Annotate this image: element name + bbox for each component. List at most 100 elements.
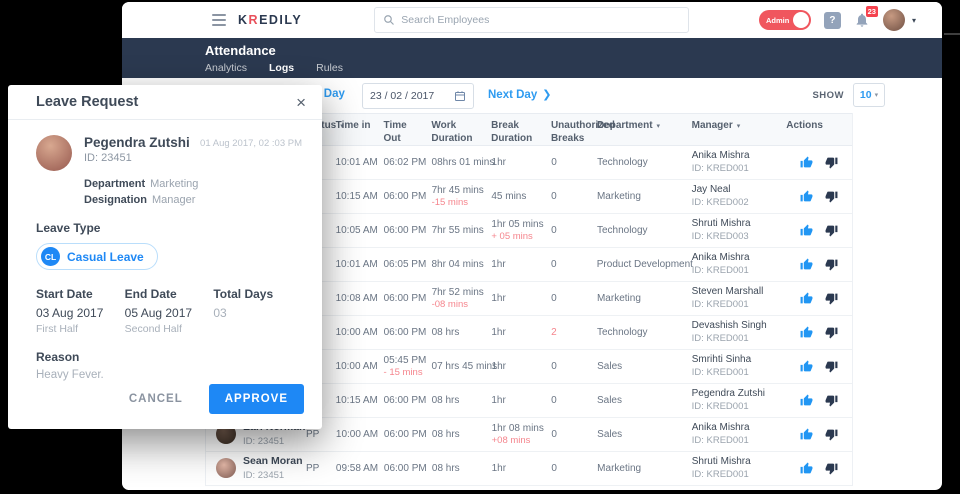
- notifications-button[interactable]: 23: [854, 6, 878, 28]
- hamburger-menu-icon[interactable]: [212, 14, 226, 26]
- thumbs-up-icon[interactable]: [800, 462, 813, 475]
- time-out-cell: 05:45 PM - 15 mins: [383, 354, 427, 378]
- break-duration-cell: 1hr: [491, 293, 506, 304]
- thumbs-down-icon[interactable]: [825, 258, 838, 271]
- unauthorized-breaks-cell: 0: [551, 463, 557, 474]
- unauthorized-breaks-cell: 0: [551, 361, 557, 372]
- calendar-icon[interactable]: [454, 90, 466, 102]
- actions-cell: [786, 462, 852, 475]
- work-duration-cell: 07 hrs 45 mins: [431, 361, 498, 372]
- break-duration-cell: 1hr: [491, 259, 506, 270]
- employee-avatar: [216, 424, 236, 445]
- search-input[interactable]: [401, 14, 681, 26]
- column-header: Break Duration: [491, 120, 533, 144]
- thumbs-up-icon[interactable]: [800, 326, 813, 339]
- unauthorized-breaks-cell: 0: [551, 191, 557, 202]
- department-cell: Marketing: [597, 463, 642, 474]
- break-duration-cell: 1hr: [491, 361, 506, 372]
- department-line: Department Marketing: [84, 178, 199, 190]
- request-timestamp: 01 Aug 2017, 02 :03 PM: [200, 138, 302, 149]
- leave-type-text: Casual Leave: [67, 249, 144, 264]
- time-in-cell: 10:00 AM: [335, 361, 378, 372]
- time-out-cell: 06:00 PM: [383, 293, 427, 304]
- admin-toggle-label: Admin: [765, 15, 790, 25]
- user-menu-caret-icon[interactable]: ▾: [911, 15, 916, 25]
- time-in-cell: 10:08 AM: [335, 293, 378, 304]
- thumbs-down-icon[interactable]: [825, 462, 838, 475]
- thumbs-down-icon[interactable]: [825, 224, 838, 237]
- work-duration-cell: 7hr 55 mins: [431, 225, 484, 236]
- employee-search[interactable]: [374, 7, 690, 33]
- employee-id: ID: 23451: [243, 435, 285, 447]
- manager-cell: Anika Mishra ID: KRED001: [691, 252, 750, 277]
- notification-badge: 23: [865, 6, 878, 17]
- thumbs-down-icon[interactable]: [825, 156, 838, 169]
- column-header[interactable]: Department ▾: [596, 120, 661, 131]
- thumbs-down-icon[interactable]: [825, 360, 838, 373]
- break-duration-cell: 45 mins: [491, 191, 527, 202]
- cancel-button[interactable]: CANCEL: [128, 393, 183, 405]
- tab-rules[interactable]: Rules: [316, 62, 343, 74]
- thumbs-up-icon[interactable]: [800, 156, 813, 169]
- department-cell: Marketing: [596, 191, 641, 202]
- leave-type-label: Leave Type: [36, 221, 101, 235]
- thumbs-up-icon[interactable]: [800, 394, 813, 407]
- thumbs-down-icon[interactable]: [825, 190, 838, 203]
- time-out-cell: 06:02 PM: [383, 157, 427, 168]
- unauthorized-breaks-cell: 0: [550, 259, 557, 270]
- date-input[interactable]: 23 / 02 / 2017: [362, 83, 474, 109]
- thumbs-up-icon[interactable]: [800, 190, 813, 203]
- show-count-dropdown[interactable]: 10 ▾: [853, 83, 885, 107]
- next-day-link[interactable]: Next Day ❯: [488, 88, 552, 102]
- help-button[interactable]: ?: [823, 11, 841, 29]
- time-out-cell: 06:05 PM: [383, 259, 427, 270]
- thumbs-down-icon[interactable]: [825, 428, 838, 441]
- actions-cell: [786, 258, 852, 271]
- department-cell: Marketing: [596, 293, 641, 304]
- thumbs-up-icon[interactable]: [800, 360, 813, 373]
- thumbs-up-icon[interactable]: [800, 428, 813, 441]
- thumbs-up-icon[interactable]: [800, 258, 813, 271]
- thumbs-down-icon[interactable]: [825, 394, 838, 407]
- actions-cell: [786, 224, 852, 237]
- leave-type-pill: CL Casual Leave: [36, 243, 158, 270]
- thumbs-up-icon[interactable]: [800, 292, 813, 305]
- column-header[interactable]: Manager ▾: [691, 120, 741, 131]
- time-out-cell: 06:00 PM: [383, 327, 427, 338]
- show-entries-group: SHOW 10 ▾: [812, 83, 885, 107]
- break-duration-cell: 1hr 05 mins + 05 mins: [491, 218, 544, 242]
- manager-cell: Smrihti Sinha ID: KRED001: [691, 354, 752, 379]
- background-seam: [944, 33, 960, 35]
- work-duration-cell: 08 hrs: [431, 429, 460, 440]
- unauthorized-breaks-cell: 0: [551, 395, 557, 406]
- show-label: SHOW: [812, 89, 844, 101]
- work-duration-cell: 7hr 52 mins -08 mins: [431, 286, 484, 310]
- admin-toggle[interactable]: Admin: [758, 10, 811, 30]
- break-duration-cell: 1hr: [491, 463, 507, 474]
- time-in-cell: 10:01 AM: [335, 157, 378, 168]
- close-icon[interactable]: ×: [296, 92, 306, 112]
- thumbs-down-icon[interactable]: [825, 292, 838, 305]
- tab-analytics[interactable]: Analytics: [205, 62, 248, 74]
- time-in-cell: 10:05 AM: [335, 225, 378, 236]
- user-avatar[interactable]: [882, 9, 905, 31]
- leave-type-badge: CL: [41, 247, 60, 266]
- time-out-cell: 06:00 PM: [383, 429, 427, 440]
- total-days-value: 03: [213, 306, 227, 320]
- reason-text: Heavy Fever.: [36, 369, 104, 381]
- reason-label: Reason: [36, 350, 80, 364]
- status-cell: PP: [306, 429, 320, 440]
- sort-caret-icon: ▾: [736, 123, 741, 130]
- actions-cell: [786, 428, 852, 441]
- employee-id: ID: 23451: [243, 469, 285, 481]
- thumbs-up-icon[interactable]: [800, 224, 813, 237]
- time-out-cell: 06:00 PM: [383, 225, 427, 236]
- manager-cell: Steven Marshall ID: KRED001: [691, 286, 764, 311]
- time-in-cell: 10:00 AM: [335, 429, 379, 440]
- break-duration-note: +08 mins: [491, 434, 531, 446]
- unauthorized-breaks-cell: 0: [551, 293, 557, 304]
- manager-cell: Pegendra Zutshi ID: KRED001: [691, 388, 765, 413]
- approve-button[interactable]: APPROVE: [208, 384, 304, 414]
- work-duration-cell: 08 hrs: [431, 327, 460, 338]
- thumbs-down-icon[interactable]: [825, 326, 838, 339]
